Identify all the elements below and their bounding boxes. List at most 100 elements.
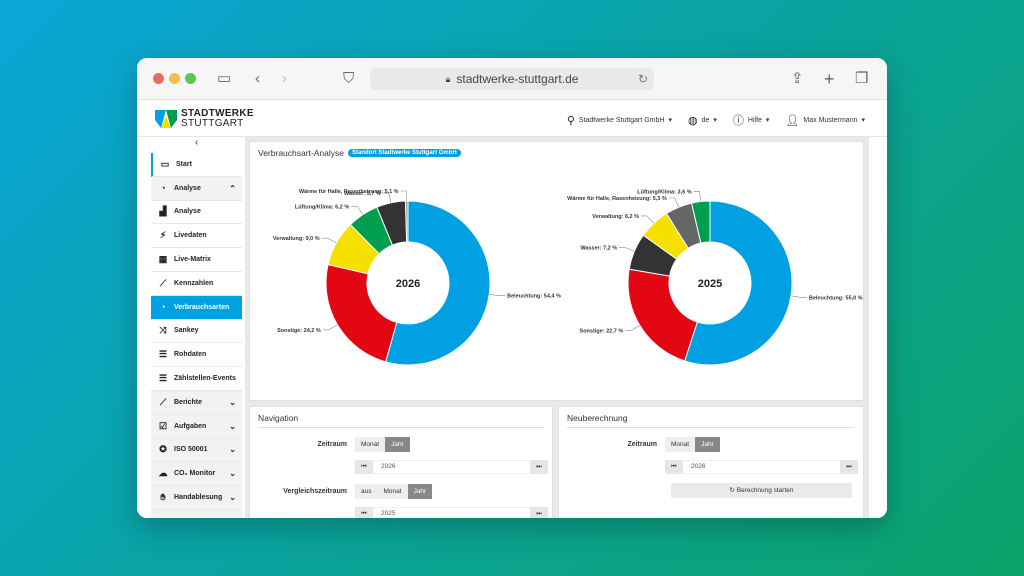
sidebar-item-aufgaben[interactable]: ☑ Aufgaben ⌄ — [151, 414, 242, 439]
slice-label: Verwaltung: 9,0 % — [273, 236, 320, 242]
slice-leader-line — [400, 190, 408, 202]
vergleich-date-picker[interactable]: ⏮ 2025 ⏭ — [355, 507, 548, 518]
address-bar[interactable]: 🔒︎ stadtwerke-stuttgart.de ↻ — [370, 68, 654, 90]
slice-label: Sonstige: 24,2 % — [277, 328, 321, 334]
location-label: Stadtwerke Stuttgart GmbH — [578, 116, 665, 124]
donut-slice[interactable] — [691, 200, 711, 244]
berechnung-starten-button[interactable]: ↻ Berechnung starten — [671, 483, 852, 498]
new-tab-icon[interactable]: + — [824, 69, 835, 89]
sidebar-item-live-matrix[interactable]: ▦ Live-Matrix — [151, 248, 242, 272]
logo[interactable]: STADTWERKE STUTTGART — [155, 109, 254, 129]
maximize-window-button[interactable] — [185, 73, 196, 84]
zeitraum-jahr-button[interactable]: Jahr — [385, 437, 410, 452]
sidebar-item-berichte[interactable]: ⟋ Berichte ⌄ — [151, 390, 242, 415]
vergleich-jahr-button[interactable]: Jahr — [407, 484, 433, 499]
zeitraum-monat-button[interactable]: Monat — [355, 437, 386, 452]
last-period-icon[interactable]: ⏭ — [840, 460, 858, 474]
share-icon[interactable]: ⇪ — [791, 70, 804, 87]
sidebar-item-zaehlstellen-events[interactable]: ☰ Zählstellen-Events — [151, 367, 242, 391]
location-badge: Standort Stadtwerke Stuttgart GmbH — [348, 149, 461, 157]
location-selector[interactable]: ⚲ Stadtwerke Stuttgart GmbH ▾ — [567, 114, 672, 127]
donut-center-label: 2025 — [698, 278, 722, 290]
last-period-icon[interactable]: ⏭ — [530, 507, 548, 518]
sidebar-item-iso-50001[interactable]: ✪ ISO 50001 ⌄ — [151, 438, 242, 463]
list-icon: ☰ — [158, 349, 168, 360]
back-icon[interactable]: ‹ — [255, 70, 260, 87]
last-period-icon[interactable]: ⏭ — [530, 460, 548, 474]
sidebar-item-label: Kennzahlen — [174, 279, 214, 287]
first-period-icon[interactable]: ⏮ — [665, 460, 683, 474]
live-icon: ⚡︎ — [159, 230, 167, 241]
sidebar-item-analyse[interactable]: ▟ Analyse — [151, 200, 242, 225]
slice-leader-line — [625, 325, 640, 331]
sidebar-item-co2-monitor[interactable]: ☁ CO₂ Monitor ⌄ — [151, 462, 242, 487]
slice-leader-line — [641, 215, 655, 224]
grid-icon: ▦ — [158, 254, 168, 265]
chevron-down-icon: ⌄ — [229, 397, 236, 407]
sidebar-item-label: Start — [176, 160, 192, 168]
sidebar-item-start[interactable]: ▭ Start — [151, 153, 242, 177]
neu-zeitraum-label: Zeitraum — [627, 441, 657, 448]
sidebar-item-livedaten[interactable]: ⚡︎ Livedaten — [151, 224, 242, 249]
slice-label: Wasser: 7,2 % — [580, 246, 617, 252]
forward-icon[interactable]: › — [282, 70, 287, 87]
reload-icon[interactable]: ↻ — [637, 72, 648, 86]
sidebar-item-label: Analyse — [174, 184, 201, 192]
slice-label: Wasser: 5,7 % — [344, 191, 381, 197]
sidebar-item-label: Verbrauchsarten — [174, 303, 230, 311]
chevron-down-icon: ⌄ — [229, 445, 236, 455]
slice-leader-line — [382, 192, 392, 203]
vergleich-value: 2025 — [373, 508, 530, 518]
slice-label: Beleuchtung: 54,4 % — [507, 294, 561, 300]
lock-icon: 🔒︎ — [445, 73, 451, 84]
help-label: Hilfe — [747, 116, 762, 124]
sidebar-item-label: Analyse — [174, 208, 201, 216]
slice-leader-line — [790, 295, 807, 298]
slice-label: Wärme für Halle, Rasenheizung: 5,3 % — [567, 196, 667, 202]
language-label: de — [701, 116, 710, 124]
neu-jahr-button[interactable]: Jahr — [695, 437, 720, 452]
shuffle-icon: ⤨ — [159, 325, 167, 336]
sidebar-item-rohdaten[interactable]: ☰ Rohdaten — [151, 343, 242, 368]
sidebar-item-analyse-group[interactable]: ◔ Analyse ⌃ — [151, 176, 242, 201]
sidebar-item-kennzahlen[interactable]: ⟋ Kennzahlen — [151, 271, 242, 296]
neu-monat-button[interactable]: Monat — [665, 437, 696, 452]
chevron-up-icon: ⌃ — [229, 183, 236, 193]
user-menu[interactable]: 👤︎ Max Mustermann ▾ — [785, 114, 865, 127]
sidebar-toggle-icon[interactable]: ▭ — [217, 70, 232, 87]
language-selector[interactable]: ◍ de ▾ — [688, 114, 717, 127]
donut-slice[interactable] — [404, 200, 409, 243]
chevron-down-icon: ▾ — [668, 117, 672, 124]
donut-slice[interactable] — [385, 200, 491, 366]
neu-zeitraum-date-picker[interactable]: ⏮ 2026 ⏭ — [665, 460, 858, 474]
donut-slice[interactable] — [627, 268, 698, 362]
donut-slice[interactable] — [684, 200, 793, 366]
slice-label: Verwaltung: 6,2 % — [592, 214, 639, 220]
slice-label: Sonstige: 22,7 % — [580, 329, 624, 335]
url-text: stadtwerke-stuttgart.de — [456, 72, 579, 86]
sidebar-item-handablesung[interactable]: ✋︎ Handablesung ⌄ — [151, 486, 242, 510]
neu-zeitraum-value: 2026 — [683, 461, 840, 473]
shield-icon[interactable]: ⛉ — [343, 70, 355, 87]
chevron-down-icon: ▾ — [765, 117, 770, 124]
close-window-button[interactable] — [153, 73, 164, 84]
collapse-sidebar-icon[interactable]: ‹ — [151, 137, 242, 153]
first-period-icon[interactable]: ⏮ — [355, 507, 373, 518]
report-icon: ⟋ — [159, 396, 167, 407]
first-period-icon[interactable]: ⏮ — [355, 460, 373, 474]
sidebar-item-sankey[interactable]: ⤨ Sankey — [151, 319, 242, 344]
vergleich-monat-button[interactable]: Monat — [377, 484, 408, 499]
tabs-overview-icon[interactable]: ❐ — [855, 70, 869, 87]
cloud-icon: ☁ — [158, 468, 168, 479]
help-menu[interactable]: ⓘ Hilfe ▾ — [733, 112, 770, 128]
sidebar-item-verbrauchsarten[interactable]: ◔ Verbrauchsarten — [151, 295, 242, 320]
donut-slice[interactable] — [325, 264, 398, 363]
zeitraum-date-picker[interactable]: ⏮ 2026 ⏭ — [355, 460, 548, 474]
minimize-window-button[interactable] — [169, 73, 180, 84]
vergleich-aus-button[interactable]: aus — [355, 484, 378, 499]
logo-line1: STADTWERKE — [181, 108, 254, 119]
logo-line2: STUTTGART — [181, 118, 244, 129]
sidebar-item-label: Berichte — [174, 398, 203, 406]
sidebar-item-label: Live-Matrix — [174, 256, 211, 264]
chevron-down-icon: ⌄ — [229, 421, 236, 431]
